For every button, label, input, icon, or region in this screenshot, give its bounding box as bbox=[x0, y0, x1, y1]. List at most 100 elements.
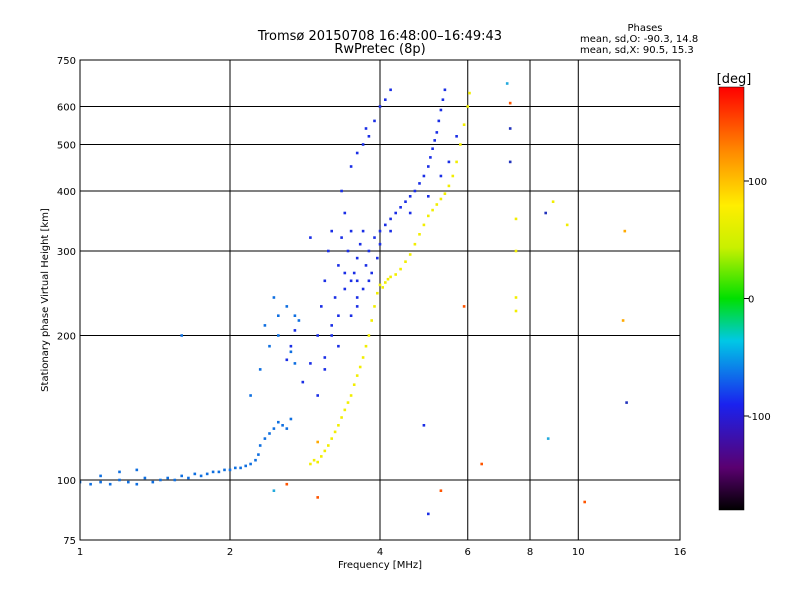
x-tick-labels: 1 2 4 6 8 10 16 bbox=[77, 547, 687, 558]
data-point bbox=[389, 217, 392, 221]
data-point bbox=[394, 211, 397, 215]
data-point bbox=[293, 314, 297, 317]
data-point bbox=[151, 480, 155, 484]
data-point bbox=[323, 279, 327, 283]
data-point bbox=[263, 437, 267, 440]
data-point bbox=[443, 192, 447, 195]
colorbar-label: [deg] bbox=[717, 72, 752, 87]
data-point bbox=[384, 223, 387, 227]
data-point bbox=[343, 211, 347, 215]
data-point bbox=[435, 131, 439, 134]
data-point bbox=[447, 184, 451, 188]
data-point bbox=[180, 474, 183, 478]
data-point bbox=[455, 160, 458, 164]
data-point bbox=[316, 460, 319, 464]
data-point bbox=[361, 143, 365, 146]
data-point bbox=[514, 296, 518, 299]
data-point bbox=[431, 208, 434, 212]
chart-title: Tromsø 20150708 16:48:00–16:49:43 bbox=[257, 29, 502, 44]
data-point bbox=[480, 462, 483, 466]
data-point bbox=[343, 408, 347, 412]
data-point bbox=[337, 424, 340, 427]
data-point bbox=[323, 368, 327, 371]
phase-stats-x: mean, sd,X: 90.5, 15.3 bbox=[580, 45, 694, 56]
data-point bbox=[408, 253, 412, 256]
plot-frame bbox=[79, 59, 681, 541]
data-point bbox=[455, 135, 458, 138]
data-point bbox=[413, 189, 417, 193]
data-point bbox=[399, 267, 402, 271]
colorbar-ticks: 100 0 -100 bbox=[744, 177, 771, 423]
data-point bbox=[355, 279, 359, 283]
data-point bbox=[268, 432, 271, 435]
data-point bbox=[408, 211, 412, 215]
data-point bbox=[327, 444, 330, 447]
data-point bbox=[408, 195, 412, 198]
data-point bbox=[370, 319, 373, 322]
data-point bbox=[330, 437, 333, 440]
data-point bbox=[166, 476, 169, 480]
data-point bbox=[439, 197, 443, 201]
data-point bbox=[418, 233, 421, 236]
data-point bbox=[285, 358, 289, 362]
data-point bbox=[355, 256, 359, 260]
data-points bbox=[80, 82, 628, 516]
data-point bbox=[349, 314, 353, 317]
y-tick-label: 75 bbox=[63, 536, 76, 547]
data-point bbox=[118, 478, 121, 482]
data-point bbox=[99, 474, 102, 478]
data-point bbox=[316, 334, 319, 337]
x-tick-label: 4 bbox=[377, 547, 383, 558]
data-point bbox=[234, 466, 237, 470]
data-point bbox=[370, 271, 373, 275]
data-point bbox=[80, 480, 82, 484]
chart-subtitle: RwPretec (8p) bbox=[334, 42, 425, 57]
y-axis-label: Stationary phase Virtual Height [km] bbox=[40, 208, 51, 392]
x-tick-label: 6 bbox=[465, 547, 471, 558]
y-tick-label: 750 bbox=[57, 56, 76, 67]
data-point bbox=[399, 206, 402, 209]
data-point bbox=[108, 482, 112, 486]
data-point bbox=[316, 496, 319, 499]
data-point bbox=[625, 401, 628, 404]
y-tick-label: 200 bbox=[57, 332, 76, 343]
data-point bbox=[427, 512, 430, 516]
y-tick-label: 400 bbox=[57, 187, 76, 198]
data-point bbox=[285, 427, 289, 430]
data-point bbox=[257, 453, 260, 456]
data-point bbox=[327, 249, 330, 253]
data-point bbox=[361, 356, 365, 359]
data-point bbox=[389, 88, 392, 92]
data-point bbox=[389, 229, 392, 233]
data-point bbox=[466, 105, 469, 108]
data-point bbox=[349, 394, 353, 397]
data-point bbox=[361, 287, 365, 291]
data-point bbox=[435, 203, 439, 206]
data-point bbox=[340, 236, 343, 239]
y-tick-label: 100 bbox=[57, 476, 76, 487]
data-point bbox=[437, 119, 441, 123]
data-point bbox=[427, 214, 430, 218]
data-point bbox=[352, 383, 356, 386]
data-point bbox=[346, 401, 350, 404]
data-point bbox=[249, 462, 252, 466]
data-point bbox=[309, 462, 312, 466]
data-point bbox=[355, 296, 359, 299]
data-point bbox=[277, 314, 280, 317]
data-point bbox=[289, 417, 293, 421]
data-point bbox=[205, 472, 209, 476]
data-point bbox=[254, 458, 257, 462]
data-point bbox=[355, 305, 359, 308]
data-point bbox=[258, 444, 262, 447]
data-point bbox=[199, 474, 203, 478]
data-point bbox=[439, 174, 443, 178]
data-point bbox=[316, 440, 319, 444]
data-point bbox=[459, 143, 462, 146]
colorbar-tick-label: 0 bbox=[748, 295, 754, 306]
data-point bbox=[361, 229, 365, 233]
data-point bbox=[330, 334, 333, 337]
data-point bbox=[277, 420, 280, 424]
data-point bbox=[389, 275, 392, 279]
data-point bbox=[337, 264, 340, 267]
